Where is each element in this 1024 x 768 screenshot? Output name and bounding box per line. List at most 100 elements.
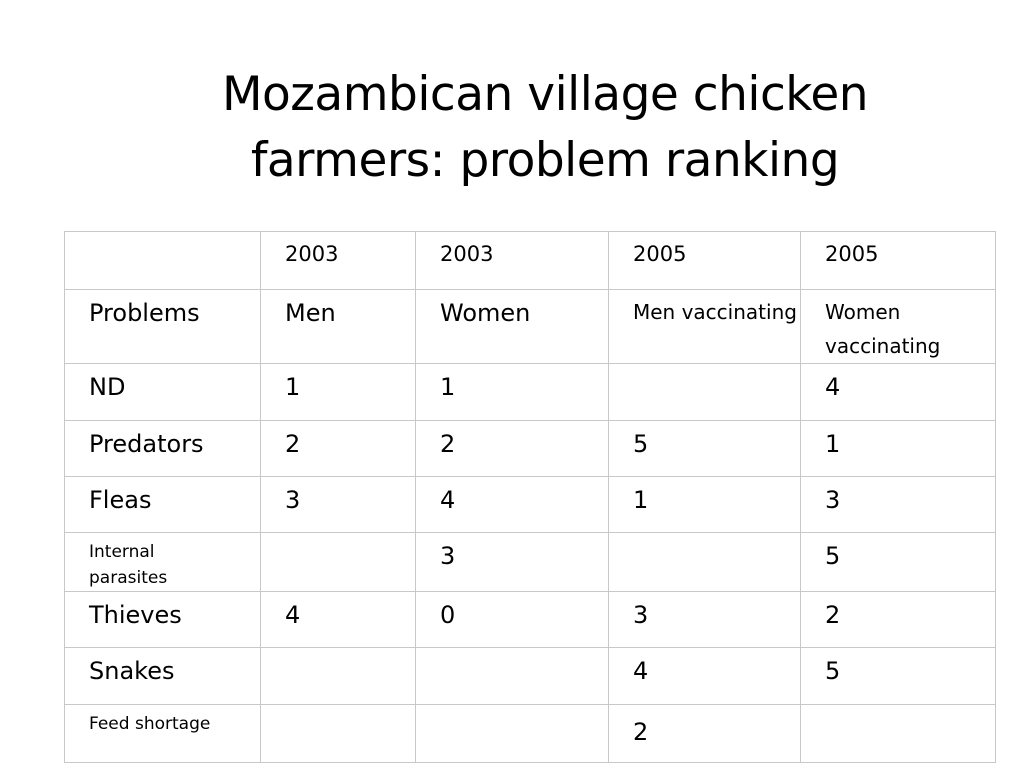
table-cell: Women (415, 289, 609, 364)
rank-value (609, 533, 800, 542)
table-cell: 0 (415, 591, 609, 648)
rank-value: 4 (633, 657, 649, 685)
rank-value: 5 (825, 657, 841, 685)
rank-value (416, 648, 608, 657)
table-cell: Feed shortage (64, 704, 261, 763)
table-cell: 5 (800, 532, 996, 592)
rank-value: 1 (825, 430, 841, 458)
problem-label: Fleas (89, 486, 152, 514)
table-cell: Men (260, 289, 416, 364)
table-cell (415, 704, 609, 763)
rank-value: 0 (440, 601, 456, 629)
table-cell: Thieves (64, 591, 261, 648)
table-cell: Men vaccinating (608, 289, 801, 364)
table-cell: 2003 (260, 231, 416, 290)
year-cell-blank (65, 232, 260, 237)
table-cell: 4 (415, 476, 609, 533)
table-cell: 3 (800, 476, 996, 533)
year-cell: 2003 (440, 242, 494, 266)
table-cell: 3 (260, 476, 416, 533)
rank-value: 2 (633, 718, 649, 746)
rank-value: 2 (285, 430, 301, 458)
table-cell: 1 (800, 420, 996, 477)
table-cell: 2 (260, 420, 416, 477)
rank-value: 3 (285, 486, 301, 514)
year-row: 2003 2003 2005 2005 (64, 231, 996, 290)
rank-value: 4 (285, 601, 301, 629)
table-cell (415, 647, 609, 705)
table-cell: Problems (64, 289, 261, 364)
column-header: Women vaccinating (825, 300, 941, 358)
rank-value: 1 (285, 373, 301, 401)
table-cell: Predators (64, 420, 261, 477)
table-cell: 2003 (415, 231, 609, 290)
slide-title: Mozambican village chicken farmers: prob… (150, 62, 940, 194)
slide-title-line-1: Mozambican village chicken (221, 67, 869, 122)
year-cell: 2005 (825, 242, 879, 266)
header-row: Problems Men Women Men vaccinating Women… (64, 289, 996, 364)
rank-value: 2 (440, 430, 456, 458)
problem-label: Internal parasites (89, 542, 168, 588)
table-cell: 3 (415, 532, 609, 592)
table-cell: 2 (800, 591, 996, 648)
problem-label: Feed shortage (89, 714, 211, 734)
table-row: Feed shortage 2 (64, 704, 996, 763)
table-cell: 4 (260, 591, 416, 648)
table-row: Thieves 4 0 3 2 (64, 591, 996, 648)
problem-ranking-table: 2003 2003 2005 2005 Problems Men Women M… (64, 231, 996, 763)
rank-value (261, 705, 415, 714)
table-cell: 2005 (608, 231, 801, 290)
rank-value: 3 (825, 486, 841, 514)
rank-value: 2 (825, 601, 841, 629)
table-cell (800, 704, 996, 763)
table-cell (608, 363, 801, 421)
rank-value (801, 705, 995, 714)
rank-value (261, 648, 415, 657)
table-row: Internal parasites 3 5 (64, 532, 996, 592)
rank-value: 5 (633, 430, 649, 458)
rank-value (416, 705, 608, 714)
table-cell (64, 231, 261, 290)
table-cell (260, 647, 416, 705)
table-cell: 4 (608, 647, 801, 705)
table-cell: 4 (800, 363, 996, 421)
rank-value (609, 364, 800, 373)
rank-value: 1 (440, 373, 456, 401)
column-header: Men vaccinating (633, 300, 797, 324)
year-cell: 2005 (633, 242, 687, 266)
problem-label: Snakes (89, 657, 175, 685)
table-cell (260, 532, 416, 592)
table-cell (260, 704, 416, 763)
table-cell: Snakes (64, 647, 261, 705)
table-cell: 2 (415, 420, 609, 477)
table-row: Predators 2 2 5 1 (64, 420, 996, 477)
rank-value: 5 (825, 542, 841, 570)
rank-value: 1 (633, 486, 649, 514)
column-header: Women (440, 299, 531, 327)
table-row: ND 1 1 4 (64, 363, 996, 421)
table-cell: Fleas (64, 476, 261, 533)
problem-label: ND (89, 373, 126, 401)
table-cell: ND (64, 363, 261, 421)
year-cell: 2003 (285, 242, 339, 266)
table-row: Fleas 3 4 1 3 (64, 476, 996, 533)
rank-value: 3 (633, 601, 649, 629)
rank-value: 4 (825, 373, 841, 401)
rank-value: 3 (440, 542, 456, 570)
table-cell: 3 (608, 591, 801, 648)
table-cell: Women vaccinating (800, 289, 996, 364)
table-cell: Internal parasites (64, 532, 261, 592)
problem-label: Thieves (89, 601, 182, 629)
slide-title-line-2: farmers: problem ranking (250, 133, 840, 188)
table-cell: 5 (608, 420, 801, 477)
rank-value (261, 533, 415, 542)
table-cell: 5 (800, 647, 996, 705)
table-cell: 2005 (800, 231, 996, 290)
table-cell (608, 532, 801, 592)
table-row: Snakes 4 5 (64, 647, 996, 705)
column-header: Men (285, 299, 336, 327)
table-cell: 1 (260, 363, 416, 421)
problem-label: Predators (89, 430, 204, 458)
table-cell: 1 (608, 476, 801, 533)
rank-value: 4 (440, 486, 456, 514)
